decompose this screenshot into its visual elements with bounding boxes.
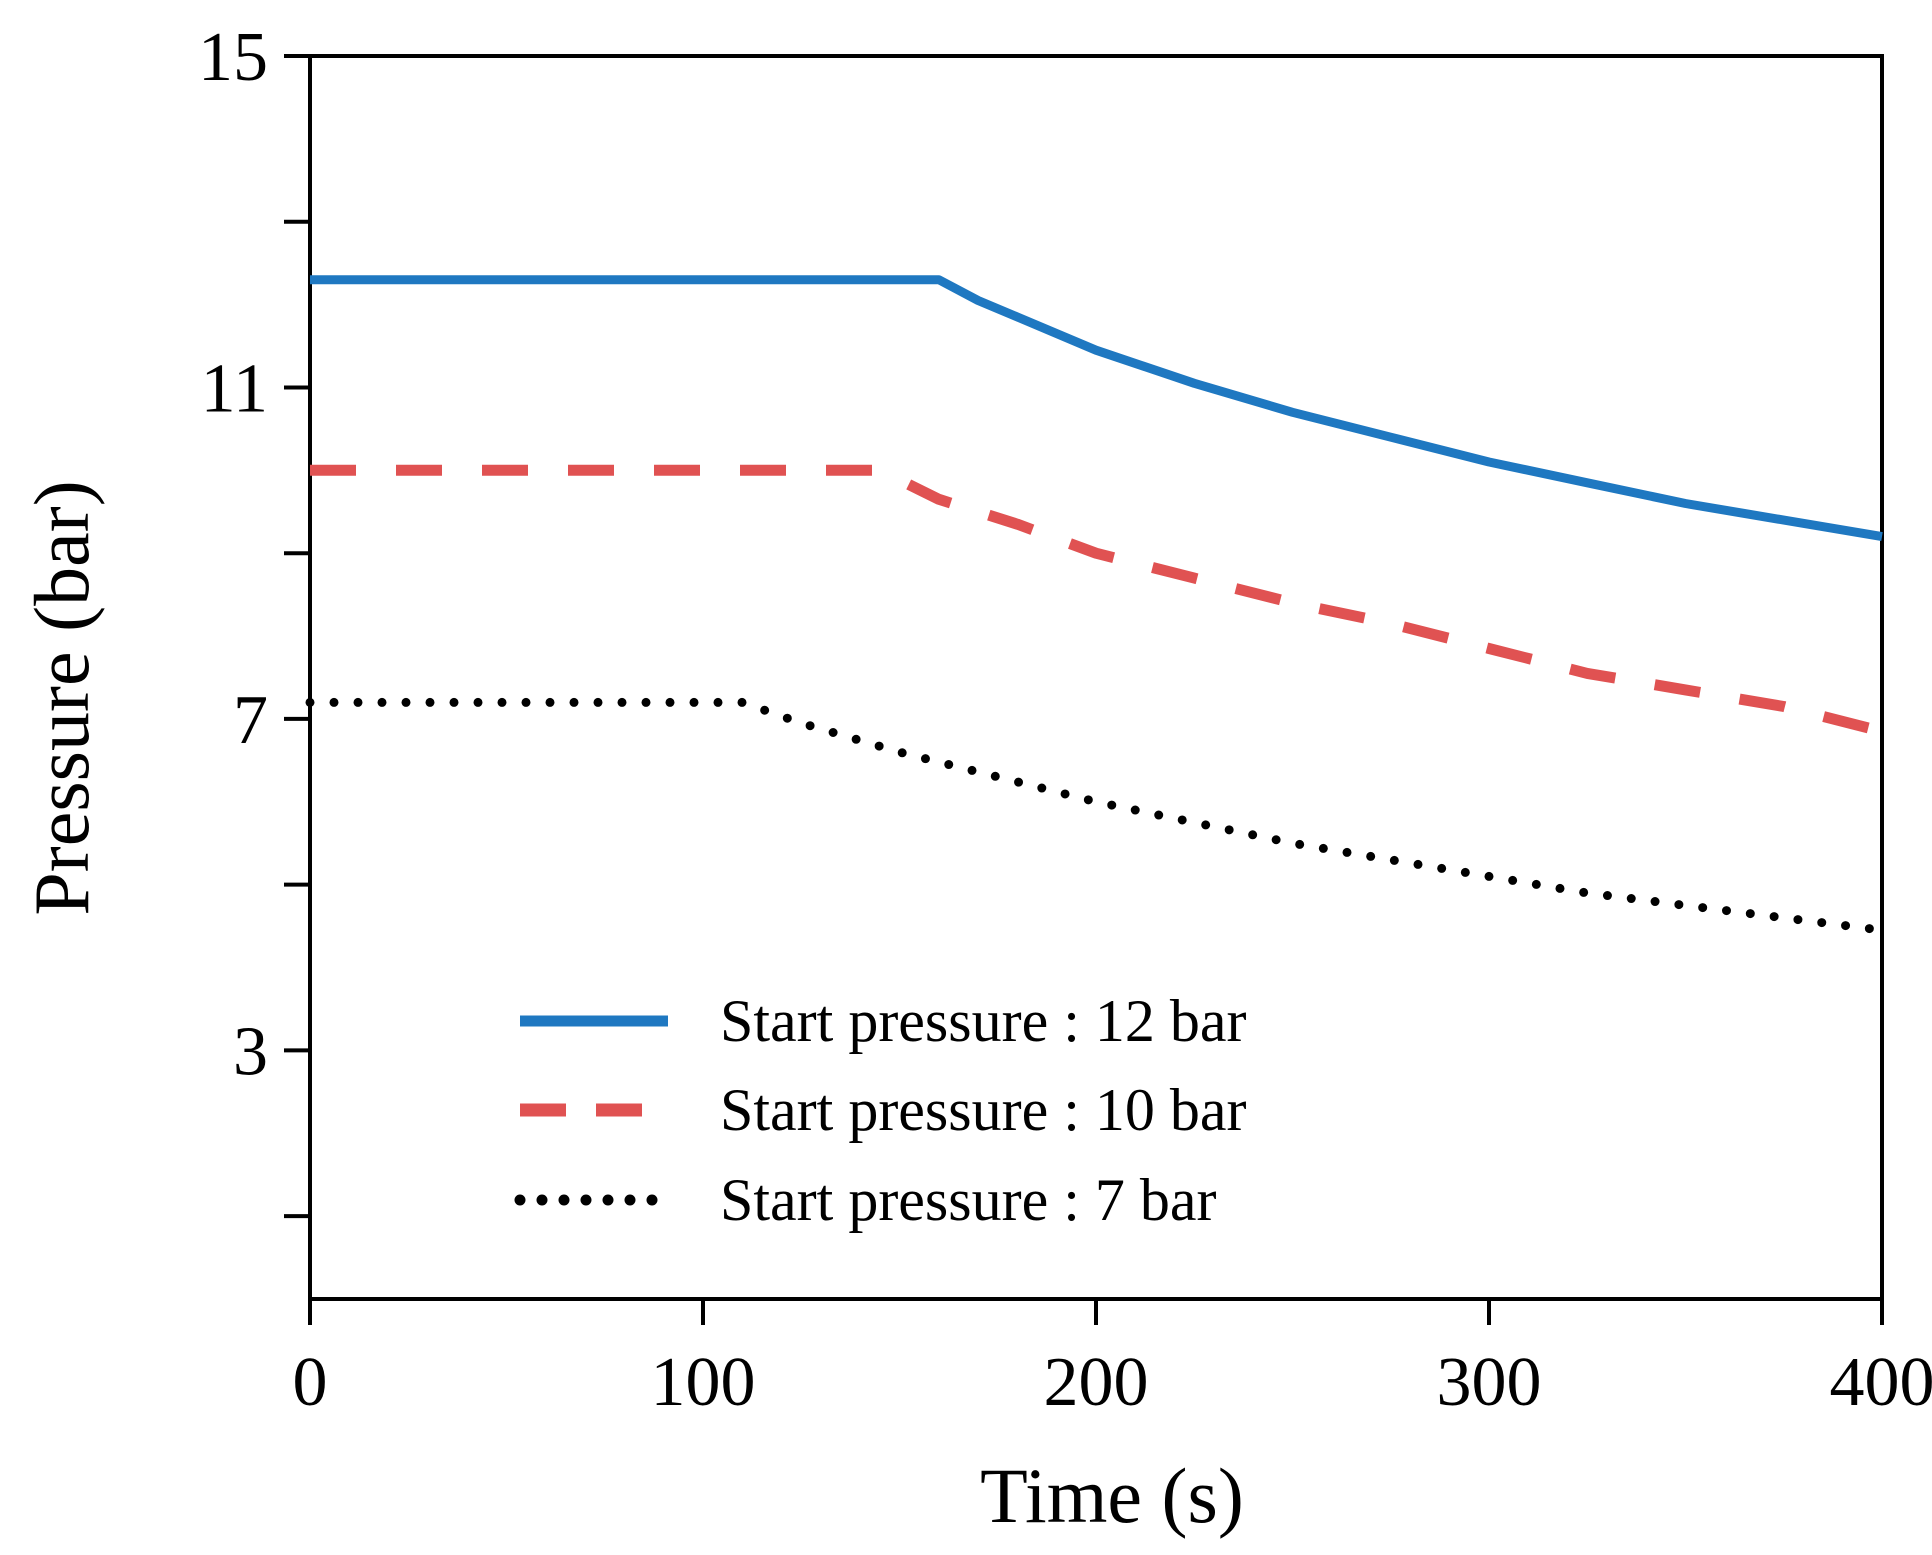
y-tick-label: 15 <box>198 19 268 96</box>
legend-label-1: Start pressure : 12 bar <box>720 988 1247 1054</box>
series-line-2 <box>310 464 1884 737</box>
x-tick-label: 0 <box>293 1344 328 1421</box>
y-tick-label: 3 <box>233 1013 268 1090</box>
series-layer <box>305 275 1887 935</box>
legend: Start pressure : 12 bar Start pressure : … <box>514 988 1247 1233</box>
series-line-3 <box>305 697 1887 935</box>
x-tick-label: 400 <box>1830 1344 1932 1421</box>
ticks-layer: 3 7 11 15 0 100 200 300 400 <box>198 19 1932 1421</box>
y-tick-label: 11 <box>201 350 268 427</box>
x-tick-label: 100 <box>651 1344 756 1421</box>
x-tick-label: 200 <box>1044 1344 1149 1421</box>
x-axis-title: Time (s) <box>980 1452 1244 1539</box>
series-line-1 <box>310 275 1883 542</box>
legend-label-2: Start pressure : 10 bar <box>720 1077 1247 1143</box>
y-axis-title: Pressure (bar) <box>18 480 105 915</box>
x-tick-label: 300 <box>1437 1344 1542 1421</box>
legend-label-3: Start pressure : 7 bar <box>720 1167 1217 1233</box>
y-tick-label: 7 <box>233 682 268 759</box>
